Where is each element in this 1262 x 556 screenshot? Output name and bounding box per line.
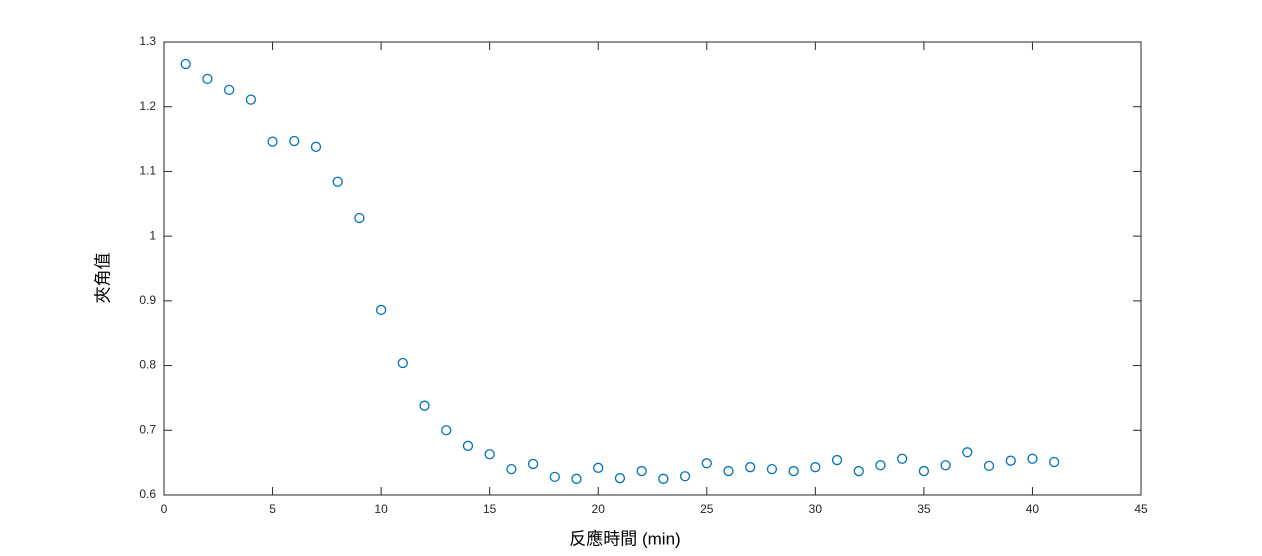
y-tick-label: 1 bbox=[149, 228, 156, 242]
point bbox=[571, 473, 582, 484]
point bbox=[527, 458, 539, 470]
point bbox=[745, 462, 756, 473]
point bbox=[1027, 453, 1038, 464]
x-tick-label: 15 bbox=[483, 502, 497, 516]
point bbox=[679, 471, 691, 482]
point bbox=[202, 73, 213, 85]
y-tick-label: 0.7 bbox=[139, 422, 156, 436]
point bbox=[831, 454, 843, 466]
point bbox=[354, 212, 365, 224]
x-tick-label: 0 bbox=[161, 502, 168, 516]
point bbox=[788, 465, 799, 477]
point bbox=[897, 453, 908, 464]
y-tick-label: 1.1 bbox=[139, 164, 156, 178]
point bbox=[723, 465, 734, 477]
point bbox=[962, 447, 973, 458]
point bbox=[419, 400, 430, 411]
point bbox=[810, 462, 821, 473]
plot-box bbox=[163, 41, 1142, 496]
y-tick-label: 1.2 bbox=[139, 99, 156, 113]
point bbox=[310, 141, 322, 152]
point bbox=[1049, 456, 1060, 468]
y-axis-label: 夾角值 bbox=[93, 253, 112, 304]
point bbox=[766, 463, 778, 475]
y-tick-label: 0.8 bbox=[139, 358, 156, 372]
point bbox=[549, 471, 560, 483]
x-tick-label: 40 bbox=[1026, 502, 1040, 516]
x-tick-label: 45 bbox=[1134, 502, 1148, 516]
x-tick-label: 25 bbox=[700, 502, 714, 516]
point bbox=[940, 460, 951, 471]
point bbox=[983, 460, 995, 472]
x-axis-label: 反應時間 (min) bbox=[569, 528, 680, 548]
point bbox=[918, 465, 930, 477]
point bbox=[267, 136, 278, 147]
point bbox=[853, 465, 864, 477]
x-tick-label: 20 bbox=[592, 502, 606, 516]
point bbox=[506, 463, 517, 475]
point bbox=[614, 473, 626, 484]
point bbox=[593, 462, 604, 473]
x-tick-label: 35 bbox=[917, 502, 931, 516]
point bbox=[180, 58, 191, 70]
point bbox=[397, 357, 408, 369]
point bbox=[1005, 455, 1016, 466]
point bbox=[462, 440, 474, 451]
point bbox=[245, 94, 256, 105]
y-tick-label: 1.3 bbox=[139, 34, 156, 48]
point bbox=[223, 84, 235, 96]
x-tick-label: 10 bbox=[374, 502, 388, 516]
point bbox=[375, 304, 387, 316]
y-tick-label: 0.6 bbox=[139, 487, 156, 501]
point bbox=[636, 465, 647, 477]
point bbox=[701, 458, 712, 469]
point bbox=[289, 135, 300, 147]
y-tick-label: 0.9 bbox=[139, 293, 156, 307]
x-tick-label: 30 bbox=[809, 502, 823, 516]
point bbox=[658, 473, 669, 484]
point bbox=[484, 449, 495, 460]
point bbox=[332, 176, 343, 187]
point bbox=[441, 425, 452, 436]
x-tick-label: 5 bbox=[269, 502, 276, 516]
point bbox=[875, 460, 886, 471]
